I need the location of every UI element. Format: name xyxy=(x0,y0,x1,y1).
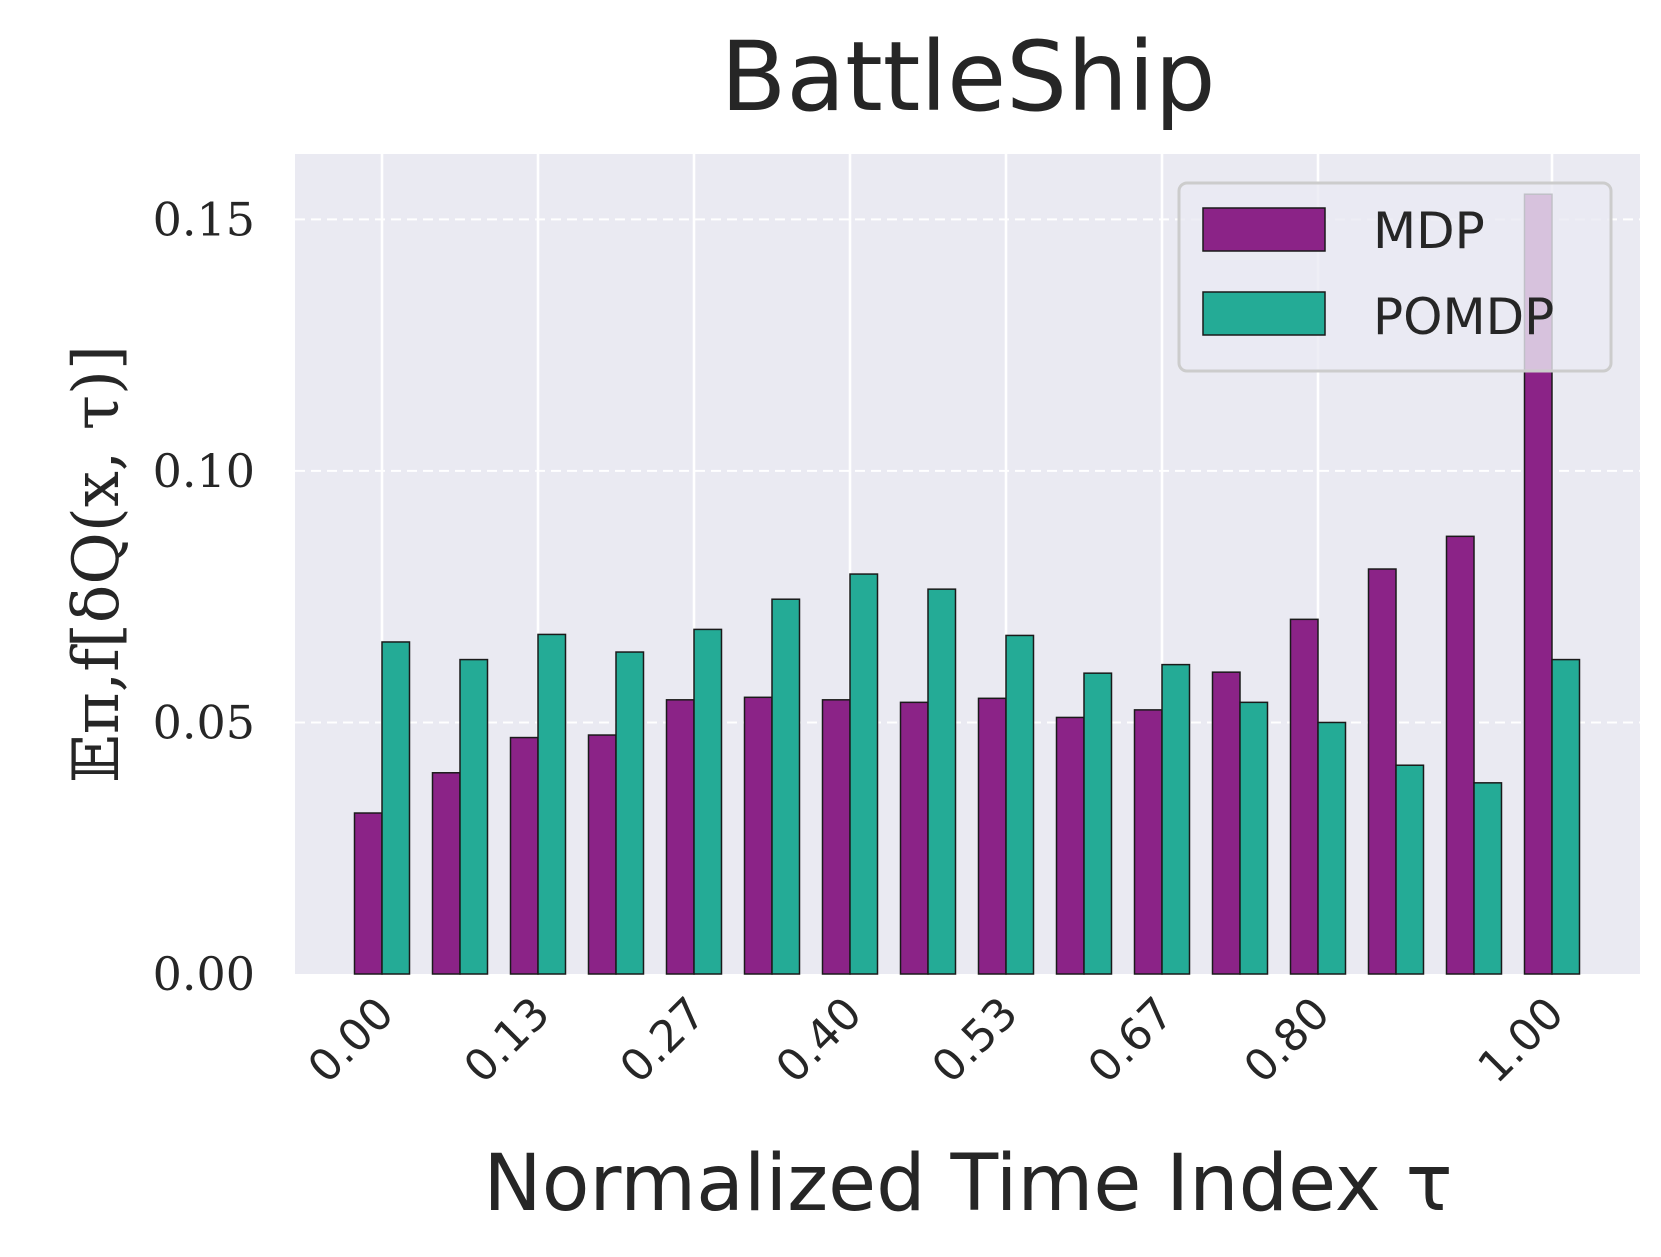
legend-swatch-pomdp xyxy=(1202,291,1326,336)
legend: MDP POMDP xyxy=(1177,181,1613,373)
bar-pomdp-10 xyxy=(1161,663,1191,975)
bar-pomdp-12 xyxy=(1317,721,1347,975)
bars-layer xyxy=(353,193,1581,975)
bar-pomdp-3 xyxy=(615,651,645,975)
y-tick-labels: 0.00 0.05 0.10 0.15 xyxy=(153,192,255,1001)
bar-mdp-14 xyxy=(1445,535,1475,975)
bar-pomdp-8 xyxy=(1005,634,1035,975)
x-tick-label: 0.00 xyxy=(298,988,403,1093)
bar-mdp-11 xyxy=(1211,671,1241,975)
bar-pomdp-4 xyxy=(693,628,723,975)
legend-label-pomdp: POMDP xyxy=(1373,288,1554,346)
bar-mdp-0 xyxy=(353,812,383,975)
bar-mdp-4 xyxy=(665,699,695,975)
bar-pomdp-0 xyxy=(381,641,411,975)
x-tick-label: 0.40 xyxy=(766,988,871,1093)
bar-mdp-5 xyxy=(743,696,773,975)
y-tick-label: 0.00 xyxy=(153,947,255,1001)
bar-pomdp-13 xyxy=(1395,764,1425,975)
y-tick-label: 0.10 xyxy=(153,444,255,498)
x-tick-label: 0.53 xyxy=(922,988,1027,1093)
bar-mdp-6 xyxy=(821,699,851,975)
bar-pomdp-14 xyxy=(1473,782,1503,975)
y-axis-label: 𝔼π,f[δQ(x, τ)] xyxy=(60,345,134,783)
x-tick-labels: 0.00 0.13 0.27 0.40 0.53 0.67 0.80 1.00 xyxy=(298,988,1573,1093)
bar-pomdp-11 xyxy=(1239,701,1269,975)
y-tick-label: 0.05 xyxy=(153,695,255,749)
bar-pomdp-2 xyxy=(537,633,567,975)
x-tick-label: 1.00 xyxy=(1468,988,1573,1093)
bar-mdp-9 xyxy=(1055,716,1085,975)
bar-pomdp-6 xyxy=(849,573,879,975)
bar-mdp-12 xyxy=(1289,618,1319,975)
bar-mdp-2 xyxy=(509,736,539,975)
bar-mdp-3 xyxy=(587,734,617,975)
bar-mdp-1 xyxy=(431,772,461,975)
x-axis-label: Normalized Time Index τ xyxy=(483,1139,1452,1229)
bar-pomdp-7 xyxy=(927,588,957,975)
legend-label-mdp: MDP xyxy=(1373,202,1485,260)
y-tick-label: 0.15 xyxy=(153,192,255,246)
bar-pomdp-1 xyxy=(459,658,489,975)
legend-swatch-mdp xyxy=(1202,207,1326,252)
bar-mdp-13 xyxy=(1367,568,1397,975)
x-tick-label: 0.67 xyxy=(1078,988,1183,1093)
bar-pomdp-15 xyxy=(1551,658,1581,975)
bar-pomdp-5 xyxy=(771,598,801,975)
x-tick-label: 0.80 xyxy=(1234,988,1339,1093)
bar-mdp-7 xyxy=(899,701,929,975)
x-tick-label: 0.13 xyxy=(454,988,559,1093)
x-tick-label: 0.27 xyxy=(610,988,715,1093)
bar-pomdp-9 xyxy=(1083,672,1113,975)
chart-title: BattleShip xyxy=(720,21,1215,133)
bar-mdp-10 xyxy=(1133,709,1163,975)
bar-mdp-8 xyxy=(977,697,1007,975)
